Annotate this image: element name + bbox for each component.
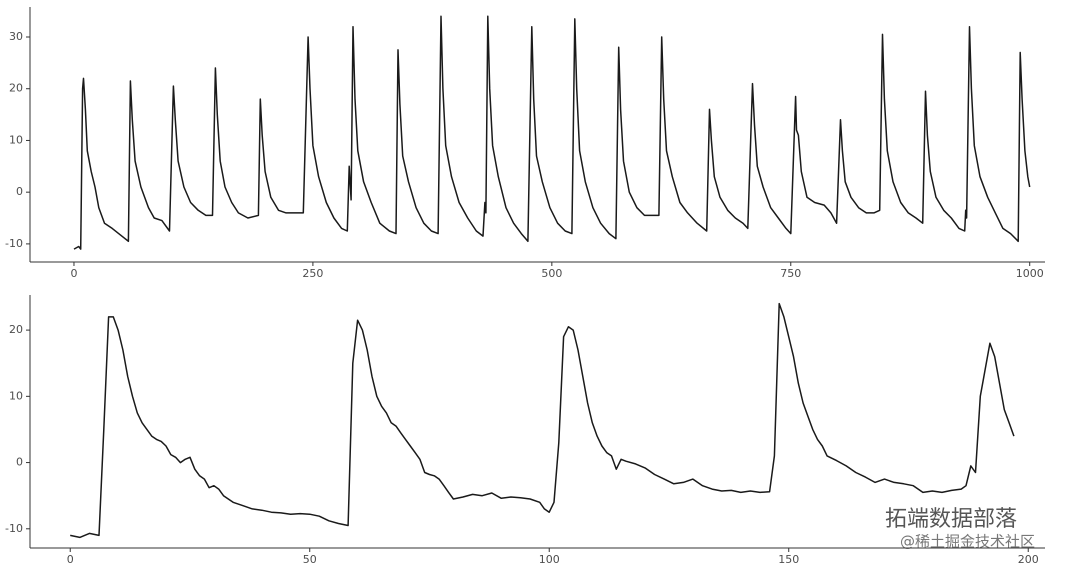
x-tick-label: 50 [303, 553, 317, 566]
y-tick-label: 10 [9, 389, 23, 402]
x-tick-label: 0 [70, 267, 77, 280]
x-tick-label: 750 [780, 267, 801, 280]
data-line [73, 15, 1031, 250]
y-tick-label: -10 [5, 237, 23, 250]
y-tick-label: 20 [9, 82, 23, 95]
y-tick-label: 0 [16, 185, 23, 198]
x-tick-label: 250 [302, 267, 323, 280]
watermark: @稀土掘金技术社区 [900, 533, 1035, 551]
y-tick-label: 10 [9, 133, 23, 146]
x-tick-label: 150 [778, 553, 799, 566]
x-tick-label: 1000 [1016, 267, 1044, 280]
x-tick-label: 500 [541, 267, 562, 280]
y-tick-label: 0 [16, 456, 23, 469]
data-line [70, 302, 1015, 539]
x-tick-label: 200 [1018, 553, 1039, 566]
y-tick-label: 30 [9, 30, 23, 43]
y-tick-label: 20 [9, 323, 23, 336]
x-tick-label: 0 [67, 553, 74, 566]
watermark: 拓端数据部落 [885, 507, 1017, 532]
x-tick-label: 100 [539, 553, 560, 566]
y-tick-label: -10 [5, 522, 23, 535]
